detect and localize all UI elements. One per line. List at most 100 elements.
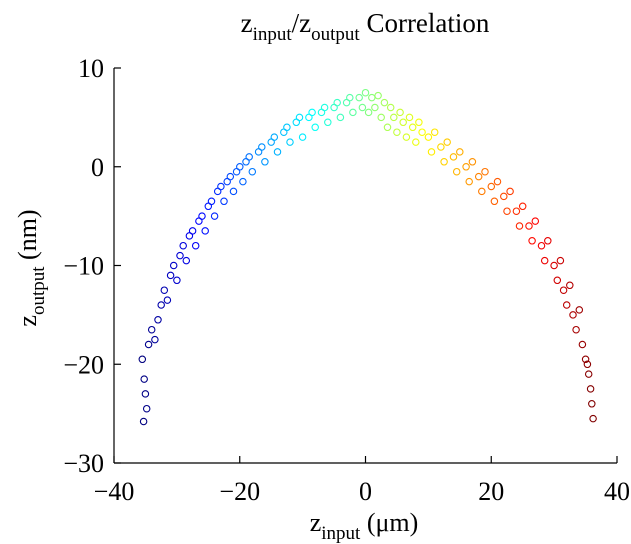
data-point bbox=[474, 172, 483, 181]
data-point bbox=[283, 123, 291, 132]
data-point bbox=[374, 91, 382, 100]
data-point bbox=[157, 301, 165, 309]
data-point bbox=[399, 118, 407, 127]
data-point bbox=[550, 261, 558, 270]
data-point bbox=[412, 138, 420, 146]
data-point bbox=[154, 316, 162, 324]
data-point bbox=[393, 128, 401, 136]
data-point bbox=[273, 148, 282, 156]
xlabel-tail: (μm) bbox=[360, 508, 418, 537]
data-point bbox=[346, 93, 354, 102]
data-point bbox=[424, 133, 433, 141]
y-tick-label: −10 bbox=[63, 252, 104, 281]
data-point bbox=[588, 400, 596, 408]
data-point bbox=[562, 301, 571, 309]
data-point bbox=[166, 271, 175, 280]
ylabel-tail: (nm) bbox=[13, 209, 42, 266]
data-point bbox=[217, 182, 225, 191]
data-point bbox=[440, 158, 448, 166]
data-point bbox=[258, 143, 266, 151]
data-point bbox=[572, 325, 580, 334]
xlabel-z: z bbox=[310, 508, 322, 537]
data-point bbox=[245, 153, 253, 161]
data-point bbox=[540, 256, 549, 265]
data-point bbox=[462, 163, 470, 171]
data-point bbox=[452, 167, 461, 176]
ylabel-z: z bbox=[13, 315, 42, 327]
title-sub-output: output bbox=[311, 24, 360, 45]
data-point bbox=[500, 192, 508, 201]
data-point bbox=[147, 325, 156, 334]
data-point bbox=[578, 340, 587, 349]
data-point bbox=[405, 113, 414, 122]
data-point bbox=[176, 251, 184, 260]
data-point bbox=[226, 172, 235, 181]
data-point bbox=[443, 138, 451, 146]
y-tick-label: −30 bbox=[63, 449, 104, 478]
y-ticks: −30 −20 −10 0 10 bbox=[63, 54, 121, 478]
y-axis-label: zoutput (nm) bbox=[13, 209, 49, 326]
data-point bbox=[427, 148, 436, 156]
data-point bbox=[210, 212, 219, 220]
data-point bbox=[487, 182, 496, 191]
data-point bbox=[515, 222, 524, 230]
data-point bbox=[544, 237, 552, 245]
data-point bbox=[402, 133, 411, 141]
data-points bbox=[138, 88, 597, 426]
data-point bbox=[490, 197, 499, 206]
data-point bbox=[141, 390, 150, 398]
data-point bbox=[408, 123, 417, 132]
data-point bbox=[553, 276, 562, 285]
data-point bbox=[349, 108, 357, 117]
data-point bbox=[377, 113, 385, 122]
data-point bbox=[581, 355, 590, 364]
data-point bbox=[140, 375, 148, 383]
data-point bbox=[138, 355, 147, 364]
y-tick-label: 0 bbox=[91, 153, 104, 182]
data-point bbox=[142, 404, 151, 413]
data-point bbox=[589, 414, 597, 423]
ylabel-sub: output bbox=[28, 266, 49, 315]
data-point bbox=[556, 256, 565, 265]
data-point bbox=[583, 360, 592, 369]
x-tick-label: −40 bbox=[94, 477, 135, 506]
data-point bbox=[229, 187, 238, 196]
data-point bbox=[566, 281, 574, 290]
data-point bbox=[364, 108, 373, 117]
xlabel-sub: input bbox=[321, 523, 361, 544]
data-point bbox=[415, 118, 423, 127]
data-point bbox=[478, 187, 486, 196]
data-point bbox=[261, 158, 269, 166]
x-tick-label: 20 bbox=[478, 477, 504, 506]
data-point bbox=[144, 340, 153, 349]
data-point bbox=[437, 143, 445, 151]
data-point bbox=[537, 241, 546, 250]
data-point bbox=[182, 256, 191, 265]
data-point bbox=[308, 108, 316, 117]
data-point bbox=[336, 113, 345, 122]
title-tail: Correlation bbox=[360, 8, 490, 38]
data-point bbox=[368, 93, 376, 102]
x-axis-label: zinput (μm) bbox=[310, 508, 419, 544]
data-point bbox=[295, 113, 304, 122]
data-point bbox=[586, 385, 595, 393]
data-point bbox=[430, 128, 439, 136]
data-point bbox=[456, 148, 464, 156]
data-point bbox=[248, 167, 257, 176]
data-point bbox=[160, 286, 169, 294]
data-point bbox=[418, 128, 426, 136]
data-point bbox=[468, 158, 477, 166]
data-point bbox=[286, 138, 294, 146]
data-point bbox=[298, 133, 307, 141]
x-tick-label: −20 bbox=[219, 477, 260, 506]
x-ticks: −40 −20 0 20 40 bbox=[94, 456, 630, 506]
data-point bbox=[320, 103, 329, 112]
y-tick-label: 10 bbox=[78, 54, 104, 83]
title-sub-input: input bbox=[253, 24, 293, 45]
axes bbox=[113, 68, 617, 464]
data-point bbox=[396, 108, 404, 117]
data-point bbox=[151, 335, 159, 344]
data-point bbox=[324, 118, 332, 127]
x-tick-label: 40 bbox=[604, 477, 630, 506]
